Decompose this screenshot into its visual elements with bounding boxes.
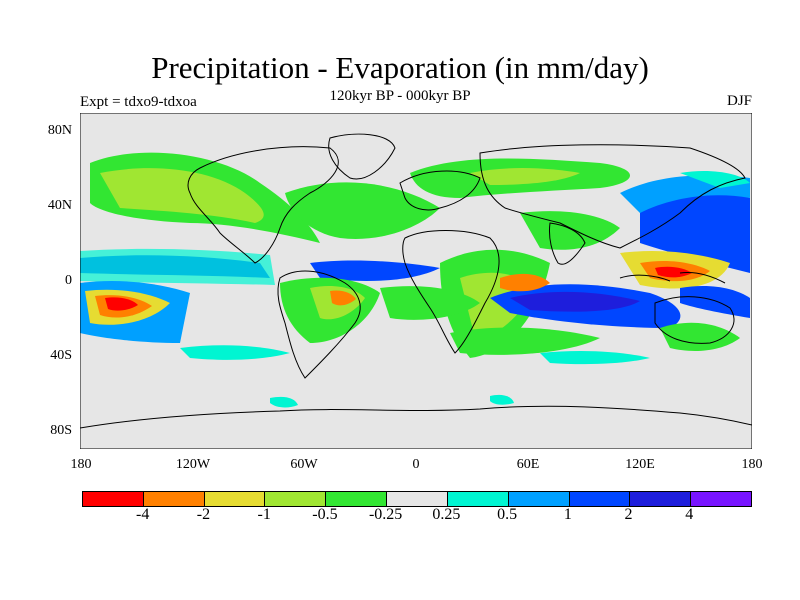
field-indian-dblue: [510, 291, 640, 312]
colorbar-label: 0.25: [432, 506, 461, 523]
colorbar-label: 4: [685, 506, 694, 523]
field-spac-red: [105, 297, 138, 311]
field-npac-blue: [640, 191, 750, 273]
field-india-green: [520, 211, 620, 250]
colorbar-box: [691, 492, 751, 506]
season-label: DJF: [726, 93, 752, 109]
coastline-north-america: [187, 146, 339, 264]
coastline-indonesia: [619, 272, 726, 284]
coastlines: [80, 133, 752, 429]
field-indian-orange: [500, 273, 550, 292]
colorbar: [82, 491, 752, 507]
colorbar-label: -2: [196, 506, 211, 523]
field-aus-green: [660, 322, 740, 351]
field-maritime-red: [655, 266, 692, 278]
lon-tick-120e: 120E: [625, 457, 655, 472]
lon-tick-180w: 180: [70, 457, 92, 472]
colorbar-box: [143, 492, 205, 506]
colorbar-label: -0.5: [312, 506, 338, 523]
precip-anomaly-fields: [80, 152, 750, 408]
lat-tick-0: 0: [65, 273, 72, 288]
field-eqpac-cyan: [80, 248, 275, 285]
coastline-europe: [399, 170, 481, 211]
colorbar-box: [630, 492, 692, 506]
lon-tick-120w: 120W: [175, 457, 211, 472]
colorbar-label: 1: [563, 506, 572, 523]
map-subtitle: 120kyr BP - 000kyr BP: [329, 88, 471, 104]
lat-tick-80s: 80S: [50, 423, 72, 438]
lon-tick-60e: 60E: [516, 457, 540, 472]
lat-tick-40n: 40N: [47, 198, 72, 213]
lon-tick-180e: 180: [741, 457, 763, 472]
field-ant-cyan2: [490, 394, 514, 405]
colorbar-box: [508, 492, 570, 506]
experiment-label: Expt = tdxo9-tdxoa: [80, 94, 197, 110]
coastline-antarctica: [80, 405, 752, 429]
field-atl-green: [285, 182, 440, 239]
field-npac-cyan: [680, 171, 750, 188]
field-atl-eq-blue: [310, 260, 440, 281]
colorbar-box: [447, 492, 509, 506]
colorbar-box: [83, 492, 144, 506]
map-title: Precipitation - Evaporation (in mm/day): [151, 50, 649, 85]
lat-tick-80n: 80N: [47, 123, 72, 138]
field-sam-orange: [330, 290, 356, 306]
field-wpac-blue: [680, 286, 750, 318]
field-so-cyan: [180, 345, 290, 360]
field-sindian-green: [450, 327, 600, 355]
colorbar-label: -4: [136, 506, 150, 523]
lon-tick-0: 0: [412, 457, 420, 472]
world-map: [80, 113, 752, 449]
lat-tick-40s: 40S: [50, 348, 72, 363]
colorbar-label: -1: [257, 506, 271, 523]
coastline-asia: [479, 144, 746, 249]
colorbar-label: 2: [624, 506, 633, 523]
coastline-africa: [402, 230, 500, 354]
colorbar-box: [265, 492, 327, 506]
colorbar-box: [387, 492, 448, 506]
coastline-australia: [654, 296, 735, 344]
coastline-india: [549, 222, 586, 265]
coastline-greenland: [328, 133, 396, 180]
colorbar-box: [569, 492, 631, 506]
colorbar-label: 0.5: [497, 506, 518, 523]
coastline-south-america: [277, 270, 361, 379]
field-na-lime: [100, 168, 264, 223]
field-ant-cyan: [270, 396, 298, 408]
field-so-cyan2: [540, 350, 650, 365]
field-satl-green: [380, 286, 480, 320]
colorbar-label: -0.25: [368, 506, 403, 523]
lon-tick-60w: 60W: [290, 457, 318, 472]
colorbar-box: [326, 492, 388, 506]
colorbar-box: [204, 492, 266, 506]
field-eurasia-lime: [470, 168, 580, 185]
